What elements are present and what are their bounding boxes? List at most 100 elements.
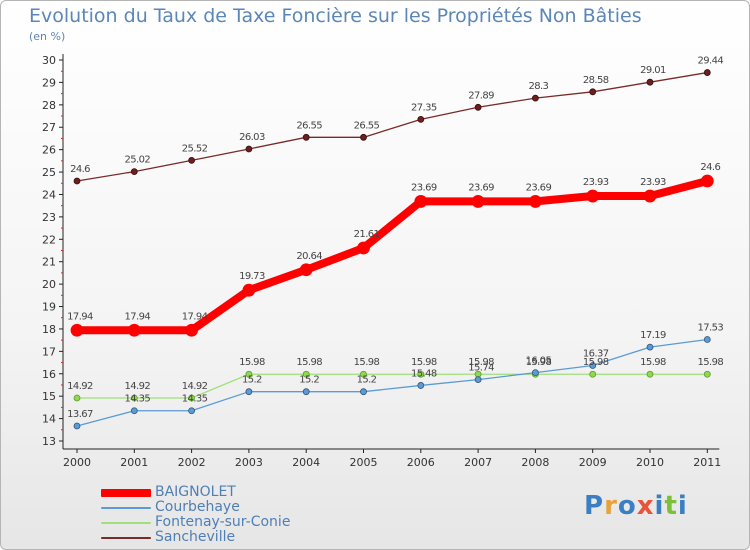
legend-item: Sancheville: [101, 529, 361, 545]
data-point: [188, 394, 196, 402]
legend-swatch: [101, 507, 151, 509]
data-label: 20.64: [296, 251, 322, 262]
x-tick-label: 2006: [407, 456, 435, 469]
y-tick-label: 22: [42, 233, 56, 246]
x-tick-label: 2002: [178, 456, 206, 469]
data-point: [474, 376, 482, 383]
logo-letter: i: [677, 491, 688, 521]
data-point: [586, 189, 600, 203]
data-point: [532, 369, 539, 377]
data-point: [417, 115, 425, 123]
data-label: 26.03: [239, 132, 265, 143]
data-point: [188, 157, 196, 164]
data-label: 14.35: [182, 394, 208, 405]
data-label: 15.48: [411, 368, 437, 379]
legend-label: Courbehaye: [155, 499, 240, 515]
data-label: 17.94: [67, 311, 93, 322]
data-point: [130, 394, 138, 402]
data-label: 15.98: [411, 357, 437, 368]
data-label: 15.2: [242, 375, 262, 386]
data-point: [703, 69, 711, 76]
x-tick-label: 2000: [63, 456, 91, 469]
y-tick-label: 29: [42, 76, 56, 89]
data-point: [299, 263, 313, 277]
y-tick-label: 21: [42, 256, 56, 269]
data-label: 24.6: [70, 164, 90, 175]
data-label: 14.92: [67, 381, 93, 392]
series-line: [77, 373, 708, 399]
y-tick-label: 19: [42, 301, 56, 314]
y-tick-label: 27: [42, 121, 56, 134]
data-point: [245, 388, 253, 396]
data-point: [532, 94, 539, 102]
data-label: 25.02: [124, 155, 150, 166]
data-label: 14.35: [124, 394, 150, 405]
data-point: [73, 177, 81, 185]
data-label: 16.05: [526, 356, 552, 367]
data-label: 28.3: [528, 81, 548, 92]
data-point: [73, 394, 81, 402]
data-point: [417, 382, 425, 389]
x-tick-label: 2009: [579, 456, 607, 469]
data-label: 27.35: [411, 102, 437, 113]
data-point: [73, 422, 81, 430]
data-label: 25.52: [182, 143, 208, 154]
proxiti-logo: Proxiti: [584, 491, 688, 521]
data-label: 15.98: [468, 357, 494, 368]
data-point: [700, 174, 714, 188]
data-label: 29.44: [697, 56, 723, 67]
x-tick-label: 2008: [521, 456, 549, 469]
data-point: [643, 189, 657, 203]
legend-swatch: [101, 537, 151, 539]
data-point: [589, 362, 597, 369]
data-point: [703, 336, 711, 343]
data-label: 15.74: [468, 363, 494, 374]
data-label: 14.92: [124, 381, 150, 392]
data-point: [360, 388, 367, 396]
y-tick-label: 25: [42, 166, 56, 179]
logo-letter: x: [636, 491, 655, 521]
data-point: [130, 168, 138, 176]
logo-letter: o: [617, 491, 637, 521]
data-point: [417, 370, 425, 378]
data-label: 17.53: [697, 322, 723, 333]
data-label: 13.67: [67, 409, 93, 420]
series-line: [77, 177, 709, 335]
y-tick-label: 14: [42, 413, 56, 426]
data-label: 15.98: [296, 357, 322, 368]
y-tick-label: 17: [42, 345, 56, 358]
data-point: [471, 195, 485, 208]
data-point: [242, 283, 256, 297]
x-tick-label: 2001: [120, 456, 148, 469]
y-tick-label: 24: [42, 188, 56, 201]
data-point: [127, 323, 141, 337]
data-label: 17.19: [640, 330, 666, 341]
logo-letter: P: [584, 491, 605, 521]
data-point: [302, 133, 310, 141]
data-label: 15.2: [357, 375, 377, 386]
data-label: 17.94: [182, 311, 208, 322]
data-label: 26.55: [296, 120, 322, 131]
data-point: [646, 78, 654, 86]
data-point: [529, 195, 542, 208]
y-tick-label: 20: [42, 278, 56, 291]
y-axis-unit-label: (en %): [29, 30, 66, 43]
data-point: [360, 133, 367, 141]
x-tick-label: 2007: [464, 456, 492, 469]
y-tick-label: 15: [42, 390, 56, 403]
x-tick-label: 2003: [235, 456, 263, 469]
data-point: [474, 103, 482, 111]
logo-letter: i: [654, 491, 665, 521]
data-point: [302, 370, 310, 378]
data-label: 23.93: [583, 177, 609, 188]
x-tick-label: 2011: [693, 456, 721, 469]
legend-swatch: [101, 489, 151, 497]
y-tick-label: 16: [42, 368, 56, 381]
x-tick-label: 2005: [350, 456, 378, 469]
data-point: [360, 370, 367, 378]
data-label: 14.92: [182, 381, 208, 392]
data-point: [646, 370, 654, 378]
data-point: [188, 407, 196, 415]
